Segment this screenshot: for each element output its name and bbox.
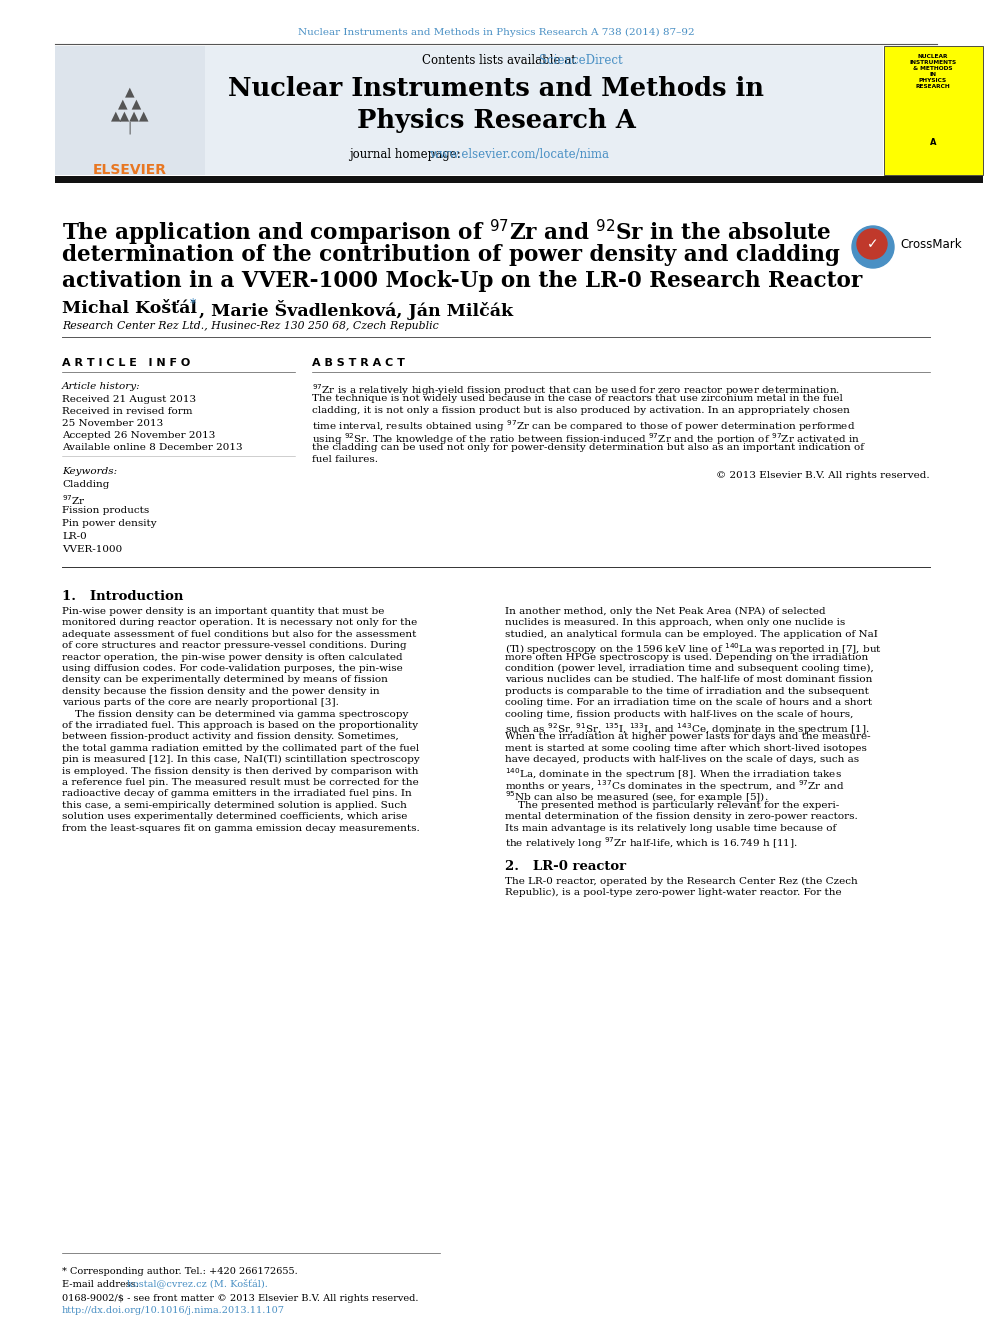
Text: cooling time, fission products with half-lives on the scale of hours,: cooling time, fission products with half… — [505, 709, 853, 718]
Text: $^{140}$La, dominate in the spectrum [8]. When the irradiation takes: $^{140}$La, dominate in the spectrum [8]… — [505, 766, 842, 782]
Text: Pin power density: Pin power density — [62, 519, 157, 528]
Text: mental determination of the fission density in zero-power reactors.: mental determination of the fission dens… — [505, 812, 858, 822]
Text: NUCLEAR
INSTRUMENTS
& METHODS
IN
PHYSICS
RESEARCH: NUCLEAR INSTRUMENTS & METHODS IN PHYSICS… — [910, 54, 956, 89]
Text: Received 21 August 2013: Received 21 August 2013 — [62, 396, 196, 404]
Text: 1.   Introduction: 1. Introduction — [62, 590, 184, 603]
Text: nuclides is measured. In this approach, when only one nuclide is: nuclides is measured. In this approach, … — [505, 618, 845, 627]
Text: condition (power level, irradiation time and subsequent cooling time),: condition (power level, irradiation time… — [505, 664, 874, 673]
Text: Available online 8 December 2013: Available online 8 December 2013 — [62, 443, 243, 452]
Text: of core structures and reactor pressure-vessel conditions. During: of core structures and reactor pressure-… — [62, 642, 407, 650]
Bar — [55, 46, 883, 175]
Text: cooling time. For an irradiation time on the scale of hours and a short: cooling time. For an irradiation time on… — [505, 699, 872, 708]
Text: various nuclides can be studied. The half-life of most dominant fission: various nuclides can be studied. The hal… — [505, 676, 872, 684]
Text: various parts of the core are nearly proportional [3].: various parts of the core are nearly pro… — [62, 699, 339, 708]
Text: $^{97}$Zr: $^{97}$Zr — [62, 493, 85, 507]
Circle shape — [857, 229, 887, 259]
Text: Article history:: Article history: — [62, 382, 141, 392]
Text: time interval, results obtained using $^{97}$Zr can be compared to those of powe: time interval, results obtained using $^… — [312, 418, 855, 434]
Text: In another method, only the Net Peak Area (NPA) of selected: In another method, only the Net Peak Are… — [505, 607, 825, 617]
Text: A: A — [930, 138, 936, 147]
Text: The presented method is particularly relevant for the experi-: The presented method is particularly rel… — [505, 800, 839, 810]
Text: VVER-1000: VVER-1000 — [62, 545, 122, 554]
Text: Pin-wise power density is an important quantity that must be: Pin-wise power density is an important q… — [62, 607, 384, 617]
Text: Contents lists available at: Contents lists available at — [422, 54, 579, 67]
Text: The fission density can be determined via gamma spectroscopy: The fission density can be determined vi… — [62, 709, 409, 718]
Text: fuel failures.: fuel failures. — [312, 455, 378, 464]
Text: CrossMark: CrossMark — [900, 238, 961, 251]
Text: Research Center Rez Ltd., Husinec-Rez 130 250 68, Czech Republic: Research Center Rez Ltd., Husinec-Rez 13… — [62, 321, 438, 331]
Text: the relatively long $^{97}$Zr half-life, which is 16.749 h [11].: the relatively long $^{97}$Zr half-life,… — [505, 835, 798, 851]
Text: * Corresponding author. Tel.: +420 266172655.: * Corresponding author. Tel.: +420 26617… — [62, 1267, 298, 1275]
Text: (Tl) spectroscopy on the 1596 keV line of $^{140}$La was reported in [7], but: (Tl) spectroscopy on the 1596 keV line o… — [505, 642, 882, 658]
Circle shape — [852, 226, 894, 269]
Text: http://dx.doi.org/10.1016/j.nima.2013.11.107: http://dx.doi.org/10.1016/j.nima.2013.11… — [62, 1306, 285, 1315]
Text: density because the fission density and the power density in: density because the fission density and … — [62, 687, 380, 696]
Text: reactor operation, the pin-wise power density is often calculated: reactor operation, the pin-wise power de… — [62, 652, 403, 662]
Text: The application and comparison of $^{97}$Zr and $^{92}$Sr in the absolute: The application and comparison of $^{97}… — [62, 218, 831, 249]
Text: 0168-9002/$ - see front matter © 2013 Elsevier B.V. All rights reserved.: 0168-9002/$ - see front matter © 2013 El… — [62, 1294, 419, 1303]
Text: such as $^{92}$Sr, $^{91}$Sr, $^{135}$I, $^{133}$I, and $^{143}$Ce, dominate in : such as $^{92}$Sr, $^{91}$Sr, $^{135}$I,… — [505, 721, 870, 737]
Text: Cladding: Cladding — [62, 480, 109, 490]
Text: LR-0: LR-0 — [62, 532, 86, 541]
Text: The LR-0 reactor, operated by the Research Center Rez (the Czech: The LR-0 reactor, operated by the Resear… — [505, 876, 858, 885]
Text: months or years, $^{137}$Cs dominates in the spectrum, and $^{97}$Zr and: months or years, $^{137}$Cs dominates in… — [505, 778, 844, 794]
Text: adequate assessment of fuel conditions but also for the assessment: adequate assessment of fuel conditions b… — [62, 630, 417, 639]
Text: Accepted 26 November 2013: Accepted 26 November 2013 — [62, 431, 215, 441]
Text: Nuclear Instruments and Methods in: Nuclear Instruments and Methods in — [228, 75, 764, 101]
Text: © 2013 Elsevier B.V. All rights reserved.: © 2013 Elsevier B.V. All rights reserved… — [716, 471, 930, 480]
Text: radioactive decay of gamma emitters in the irradiated fuel pins. In: radioactive decay of gamma emitters in t… — [62, 790, 412, 798]
Text: activation in a VVER-1000 Mock-Up on the LR-0 Research Reactor: activation in a VVER-1000 Mock-Up on the… — [62, 270, 862, 292]
Text: using diffusion codes. For code-validation purposes, the pin-wise: using diffusion codes. For code-validati… — [62, 664, 403, 673]
Text: solution uses experimentally determined coefficients, which arise: solution uses experimentally determined … — [62, 812, 408, 822]
Text: ScienceDirect: ScienceDirect — [539, 54, 623, 67]
Text: this case, a semi-empirically determined solution is applied. Such: this case, a semi-empirically determined… — [62, 800, 407, 810]
Text: $^{97}$Zr is a relatively high-yield fission product that can be used for zero r: $^{97}$Zr is a relatively high-yield fis… — [312, 382, 840, 398]
Text: Received in revised form: Received in revised form — [62, 407, 192, 415]
Text: ELSEVIER: ELSEVIER — [93, 163, 167, 177]
Text: between fission-product activity and fission density. Sometimes,: between fission-product activity and fis… — [62, 733, 399, 741]
Text: www.elsevier.com/locate/nima: www.elsevier.com/locate/nima — [430, 148, 610, 161]
Text: pin is measured [12]. In this case, NaI(Tl) scintillation spectroscopy: pin is measured [12]. In this case, NaI(… — [62, 755, 420, 765]
Text: ment is started at some cooling time after which short-lived isotopes: ment is started at some cooling time aft… — [505, 744, 867, 753]
Text: *: * — [190, 298, 196, 311]
Text: products is comparable to the time of irradiation and the subsequent: products is comparable to the time of ir… — [505, 687, 869, 696]
Text: the total gamma radiation emitted by the collimated part of the fuel: the total gamma radiation emitted by the… — [62, 744, 420, 753]
Text: journal homepage:: journal homepage: — [349, 148, 464, 161]
Text: 2.   LR-0 reactor: 2. LR-0 reactor — [505, 860, 626, 873]
Text: have decayed, products with half-lives on the scale of days, such as: have decayed, products with half-lives o… — [505, 755, 859, 765]
Text: ✓: ✓ — [867, 237, 879, 251]
Text: is employed. The fission density is then derived by comparison with: is employed. The fission density is then… — [62, 766, 419, 775]
Text: 25 November 2013: 25 November 2013 — [62, 419, 164, 429]
Bar — [884, 46, 983, 175]
Text: determination of the contribution of power density and cladding: determination of the contribution of pow… — [62, 243, 840, 266]
Text: ▲
▲ ▲
▲▲▲▲
  |: ▲ ▲ ▲ ▲▲▲▲ | — [111, 85, 149, 134]
Text: of the irradiated fuel. This approach is based on the proportionality: of the irradiated fuel. This approach is… — [62, 721, 418, 730]
Text: Its main advantage is its relatively long usable time because of: Its main advantage is its relatively lon… — [505, 824, 836, 832]
Text: more often HPGe spectroscopy is used. Depending on the irradiation: more often HPGe spectroscopy is used. De… — [505, 652, 868, 662]
Text: Republic), is a pool-type zero-power light-water reactor. For the: Republic), is a pool-type zero-power lig… — [505, 888, 841, 897]
Text: A B S T R A C T: A B S T R A C T — [312, 359, 405, 368]
Text: monitored during reactor operation. It is necessary not only for the: monitored during reactor operation. It i… — [62, 618, 418, 627]
Text: $^{95}$Nb can also be measured (see, for example [5]).: $^{95}$Nb can also be measured (see, for… — [505, 790, 769, 806]
Text: from the least-squares fit on gamma emission decay measurements.: from the least-squares fit on gamma emis… — [62, 824, 420, 832]
Text: The technique is not widely used because in the case of reactors that use zircon: The technique is not widely used because… — [312, 394, 843, 404]
Text: Michal Košťál: Michal Košťál — [62, 300, 197, 318]
Text: a reference fuel pin. The measured result must be corrected for the: a reference fuel pin. The measured resul… — [62, 778, 419, 787]
Text: Nuclear Instruments and Methods in Physics Research A 738 (2014) 87–92: Nuclear Instruments and Methods in Physi… — [298, 28, 694, 37]
Text: kostal@cvrez.cz (M. Košťál).: kostal@cvrez.cz (M. Košťál). — [127, 1279, 268, 1290]
Text: using $^{92}$Sr. The knowledge of the ratio between fission-induced $^{97}$Zr an: using $^{92}$Sr. The knowledge of the ra… — [312, 431, 860, 447]
Bar — [55, 46, 205, 175]
Text: A R T I C L E   I N F O: A R T I C L E I N F O — [62, 359, 190, 368]
Text: E-mail address:: E-mail address: — [62, 1279, 142, 1289]
Text: the cladding can be used not only for power-density determination but also as an: the cladding can be used not only for po… — [312, 443, 864, 452]
Text: Physics Research A: Physics Research A — [356, 108, 636, 134]
Text: Fission products: Fission products — [62, 505, 149, 515]
Text: density can be experimentally determined by means of fission: density can be experimentally determined… — [62, 676, 388, 684]
Text: studied, an analytical formula can be employed. The application of NaI: studied, an analytical formula can be em… — [505, 630, 878, 639]
Text: Keywords:: Keywords: — [62, 467, 117, 476]
Bar — [55, 176, 983, 183]
Text: When the irradiation at higher power lasts for days and the measure-: When the irradiation at higher power las… — [505, 733, 871, 741]
Text: , Marie Švadlenková, Ján Milčák: , Marie Švadlenková, Ján Milčák — [199, 300, 513, 320]
Text: cladding, it is not only a fission product but is also produced by activation. I: cladding, it is not only a fission produ… — [312, 406, 850, 415]
